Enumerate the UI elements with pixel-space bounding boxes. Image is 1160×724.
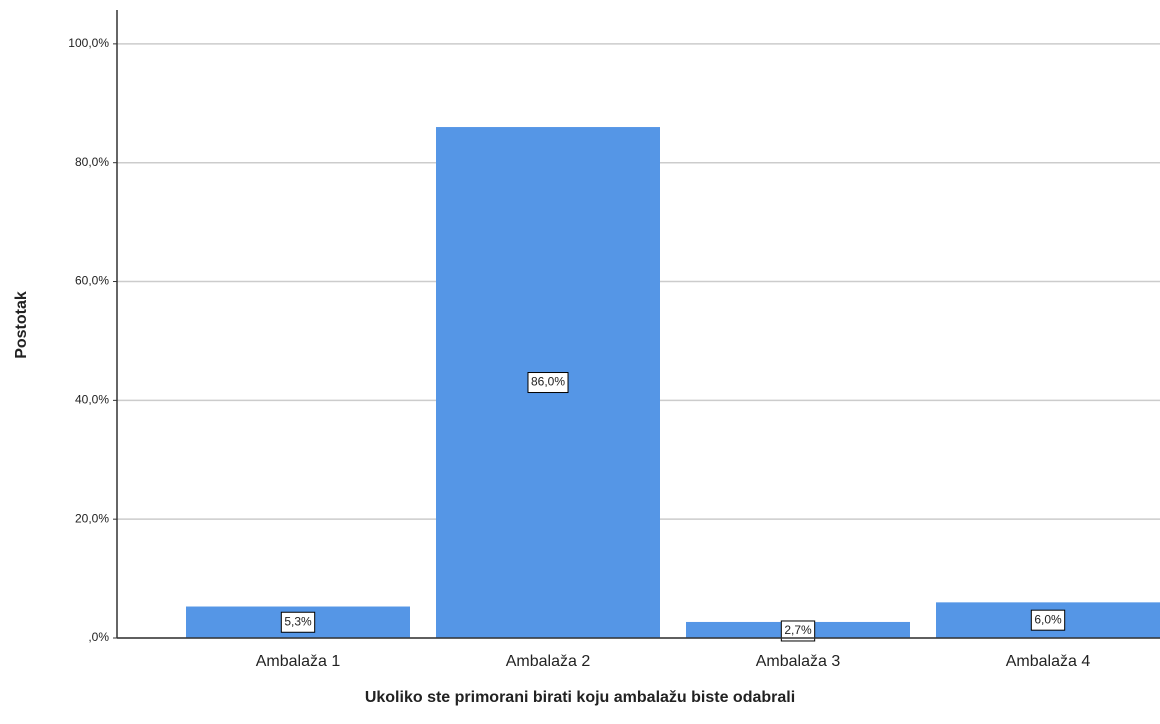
value-label-box <box>780 620 816 642</box>
x-axis-title: Ukoliko ste primorani birati koju ambala… <box>365 689 795 706</box>
y-tick-label: 80,0% <box>75 155 109 169</box>
y-tick-label: ,0% <box>88 630 109 644</box>
y-tick-label: 20,0% <box>75 511 109 525</box>
y-axis-title: Postotak <box>13 291 30 359</box>
x-tick-label: Ambalaža 1 <box>256 653 341 670</box>
x-tick-label: Ambalaža 2 <box>506 653 591 670</box>
x-tick-label: Ambalaža 4 <box>1006 653 1091 670</box>
value-label: 86,0% <box>531 375 565 389</box>
value-label: 5,3% <box>284 614 312 628</box>
x-tick-label: Ambalaža 3 <box>756 653 841 670</box>
value-label-box <box>1030 609 1066 631</box>
value-label: 2,7% <box>784 623 812 637</box>
value-label-box <box>280 611 316 633</box>
value-label-box <box>527 372 569 394</box>
y-tick-label: 60,0% <box>75 274 109 288</box>
y-tick-label: 40,0% <box>75 393 109 407</box>
y-tick-label: 100,0% <box>68 36 109 50</box>
value-label: 6,0% <box>1034 612 1062 626</box>
